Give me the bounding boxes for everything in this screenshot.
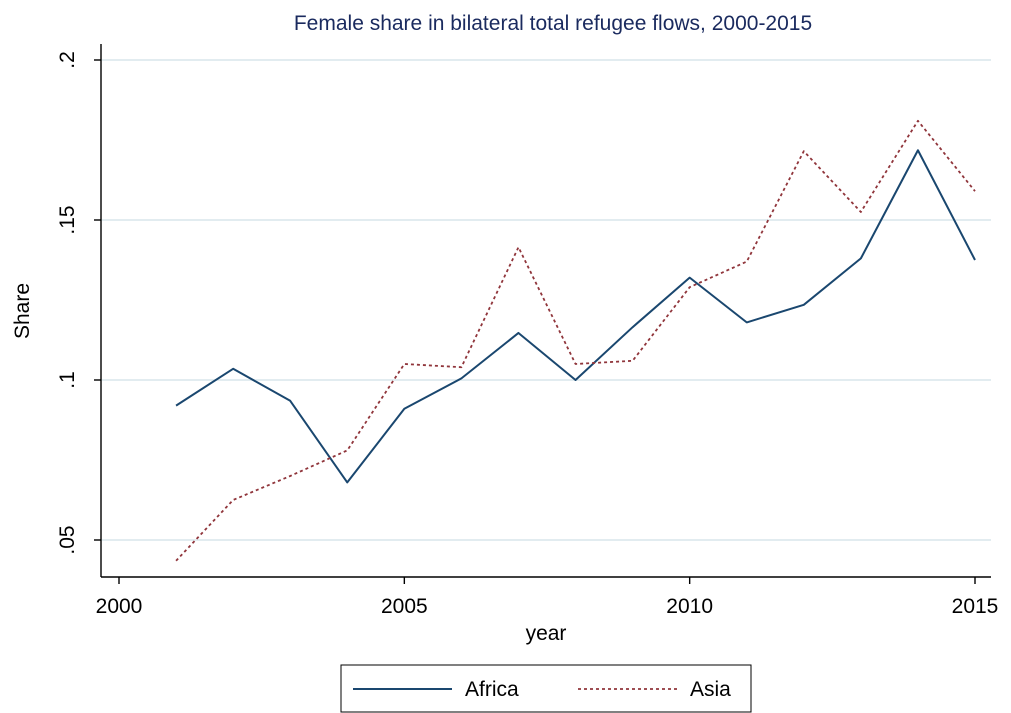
plot-area: [175, 119, 976, 562]
y-tick-label-1: .1: [56, 371, 79, 389]
y-tick-label-0: .05: [56, 525, 79, 554]
y-axis-ticks: .05 .1 .15 .2: [56, 51, 101, 555]
x-tick-label-1: 2005: [381, 595, 428, 618]
y-tick-label-3: .2: [56, 51, 79, 69]
y-axis-title: Share: [11, 283, 34, 339]
chart-title: Female share in bilateral total refugee …: [294, 12, 812, 35]
x-tick-label-2: 2010: [666, 595, 713, 618]
legend-label-africa: Africa: [465, 678, 519, 701]
x-tick-label-0: 2000: [96, 595, 143, 618]
y-tick-label-2: .15: [56, 205, 79, 234]
legend-label-asia: Asia: [690, 678, 731, 701]
legend-entries: Africa Asia: [353, 678, 731, 701]
x-axis-title: year: [526, 622, 567, 645]
series-line-asia: [175, 119, 976, 562]
series-line-africa: [175, 149, 976, 484]
x-tick-label-3: 2015: [952, 595, 999, 618]
grid-lines: [101, 59, 991, 541]
x-axis-ticks: 2000 2005 2010 2015: [96, 577, 999, 618]
legend: Africa Asia: [340, 664, 752, 713]
